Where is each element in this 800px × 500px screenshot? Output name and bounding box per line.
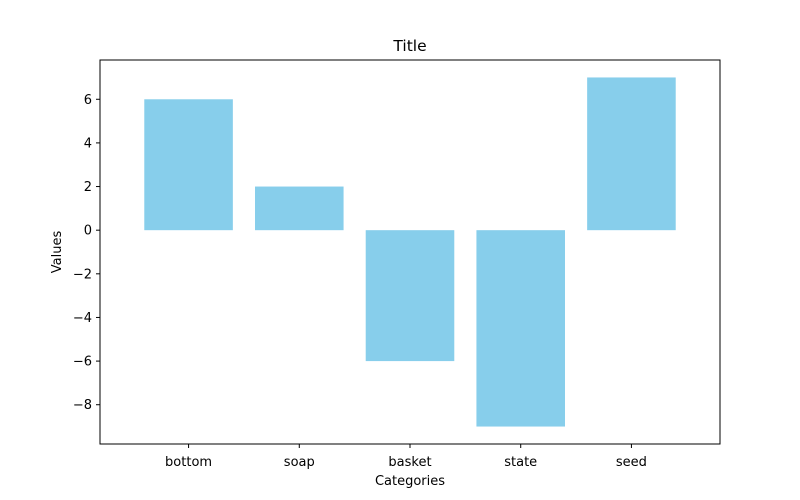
y-tick-label: −8 (73, 398, 92, 413)
x-tick-label: bottom (165, 455, 212, 470)
x-tick-label: seed (616, 455, 647, 470)
bar-soap (255, 186, 344, 231)
x-axis-title: Categories (375, 474, 445, 489)
bar-seed (587, 77, 676, 231)
x-axis: bottom soap basket state seed (165, 444, 647, 470)
y-tick-label: 2 (84, 180, 92, 195)
y-tick-label: 0 (84, 224, 92, 239)
y-tick-label: −6 (73, 355, 92, 370)
bar-bottom (144, 99, 233, 231)
x-tick-label: soap (284, 455, 315, 470)
x-tick-label: basket (388, 455, 431, 470)
bar-state (476, 230, 565, 427)
y-axis-title: Values (50, 231, 65, 274)
y-tick-label: −2 (73, 267, 92, 282)
y-tick-label: −4 (73, 311, 92, 326)
bars-group (144, 77, 676, 427)
y-axis: −8 −6 −4 −2 0 2 4 6 (73, 93, 100, 413)
x-tick-label: state (504, 455, 537, 470)
bar-basket (365, 230, 455, 362)
y-tick-label: 6 (84, 93, 92, 108)
plot-frame (99, 59, 721, 445)
y-tick-label: 4 (84, 136, 92, 151)
chart-title: Title (392, 37, 426, 55)
